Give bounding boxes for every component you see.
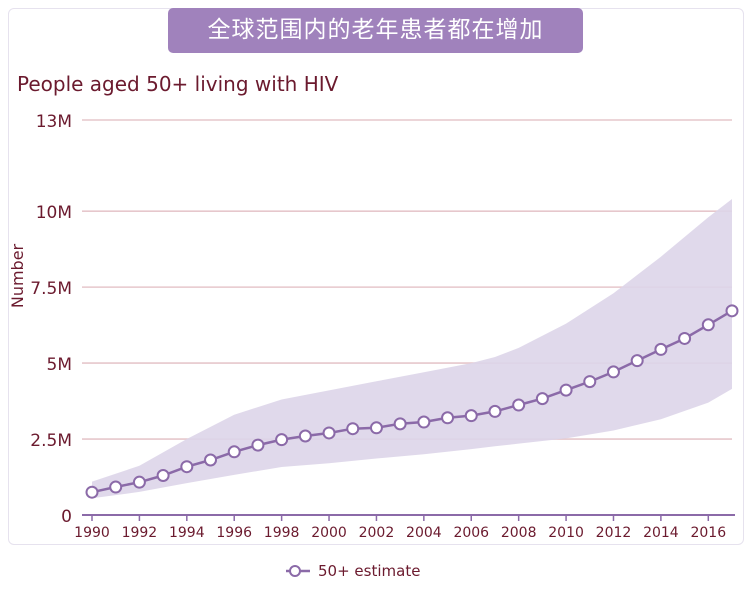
data-point (654, 342, 668, 356)
data-point (227, 445, 241, 459)
x-tick-label: 2016 (690, 525, 726, 541)
x-tick-label: 2008 (501, 525, 537, 541)
data-point (275, 433, 289, 447)
x-tick-label: 1994 (169, 525, 205, 541)
data-point (701, 318, 715, 332)
data-point (322, 426, 336, 440)
x-tick-label: 2006 (453, 525, 489, 541)
data-point (464, 409, 478, 423)
data-point (512, 398, 526, 412)
data-point (606, 365, 620, 379)
data-point (204, 453, 218, 467)
banner-title: 全球范围内的老年患者都在增加 (168, 8, 583, 53)
legend-label: 50+ estimate (318, 562, 421, 580)
data-point (251, 438, 265, 452)
data-point (180, 460, 194, 474)
uncertainty-band (92, 199, 732, 499)
x-tick-label: 1992 (122, 525, 158, 541)
x-tick-label: 1998 (264, 525, 300, 541)
y-tick-label: 13M (36, 112, 72, 132)
data-point (109, 480, 123, 494)
x-tick-label: 2012 (596, 525, 632, 541)
x-tick-label: 2010 (548, 525, 584, 541)
data-point (535, 392, 549, 406)
data-point (85, 485, 99, 499)
data-point (559, 383, 573, 397)
x-tick-label: 2000 (311, 525, 347, 541)
x-tick-label: 1990 (74, 525, 110, 541)
series-line (91, 309, 733, 494)
data-point (441, 411, 455, 425)
data-point (393, 417, 407, 431)
data-point (678, 331, 692, 345)
y-tick-label: 10M (36, 203, 72, 223)
y-tick-label: 0 (61, 507, 72, 527)
data-point (417, 415, 431, 429)
y-axis-label: Number (8, 243, 27, 308)
y-tick-label: 7.5M (30, 279, 72, 299)
data-point (132, 475, 146, 489)
x-tick-label: 2002 (359, 525, 395, 541)
data-point (298, 429, 312, 443)
legend-marker-icon (286, 565, 310, 577)
legend: 50+ estimate (286, 560, 420, 582)
x-tick-label: 2004 (406, 525, 442, 541)
data-point (488, 404, 502, 418)
data-point (369, 421, 383, 435)
data-point (630, 354, 644, 368)
y-tick-label: 2.5M (30, 431, 72, 451)
data-point (156, 469, 170, 482)
data-point (346, 422, 360, 436)
data-point (725, 304, 739, 318)
y-tick-label: 5M (47, 355, 72, 375)
x-tick-label: 1996 (216, 525, 252, 541)
chart-title: People aged 50+ living with HIV (17, 72, 339, 96)
x-tick-label: 2014 (643, 525, 679, 541)
data-point (583, 375, 597, 389)
